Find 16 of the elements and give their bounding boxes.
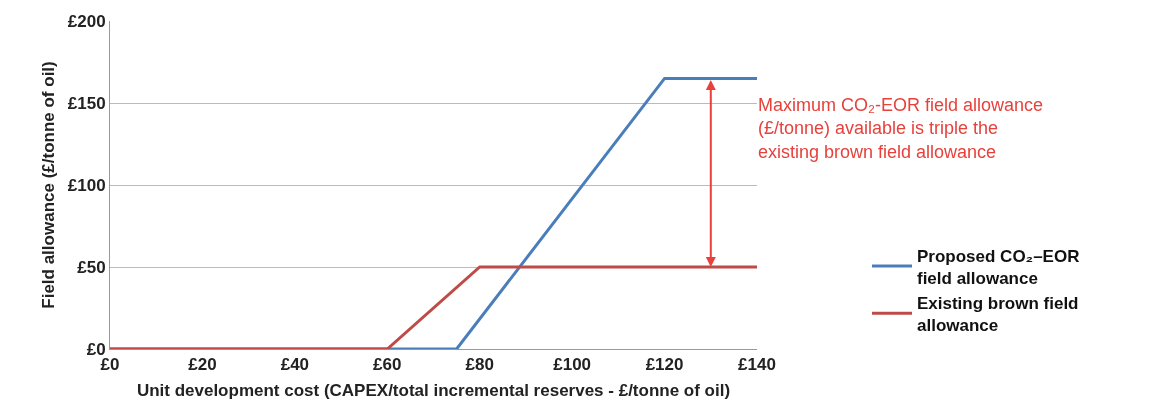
y-tick-label: £50 [77, 257, 106, 277]
x-tick-label: £80 [465, 355, 494, 375]
x-axis-title: Unit development cost (CAPEX/total incremental reserves - £/tonne of oil) [136, 380, 731, 400]
y-axis-title: Field allowance (£/tonne of oil) [39, 61, 59, 309]
x-tick-label: £40 [280, 355, 310, 375]
y-tick-label: £100 [67, 175, 106, 195]
legend-label: Proposed CO₂–EOR field allowance [916, 246, 1080, 288]
x-tick-label: £100 [553, 355, 592, 375]
x-tick-label: £60 [373, 355, 402, 375]
x-tick-label: £20 [188, 355, 217, 375]
x-tick-label: £120 [645, 355, 684, 375]
annotation: Maximum CO₂-EOR field allowance (£/tonne) available is triple the existing brown field allowance [758, 95, 1044, 162]
legend-label: Existing brown field allowance [916, 293, 1079, 335]
y-tick-label: £200 [67, 11, 106, 31]
y-tick-label: £150 [67, 93, 106, 113]
x-tick-label: £140 [738, 355, 776, 375]
